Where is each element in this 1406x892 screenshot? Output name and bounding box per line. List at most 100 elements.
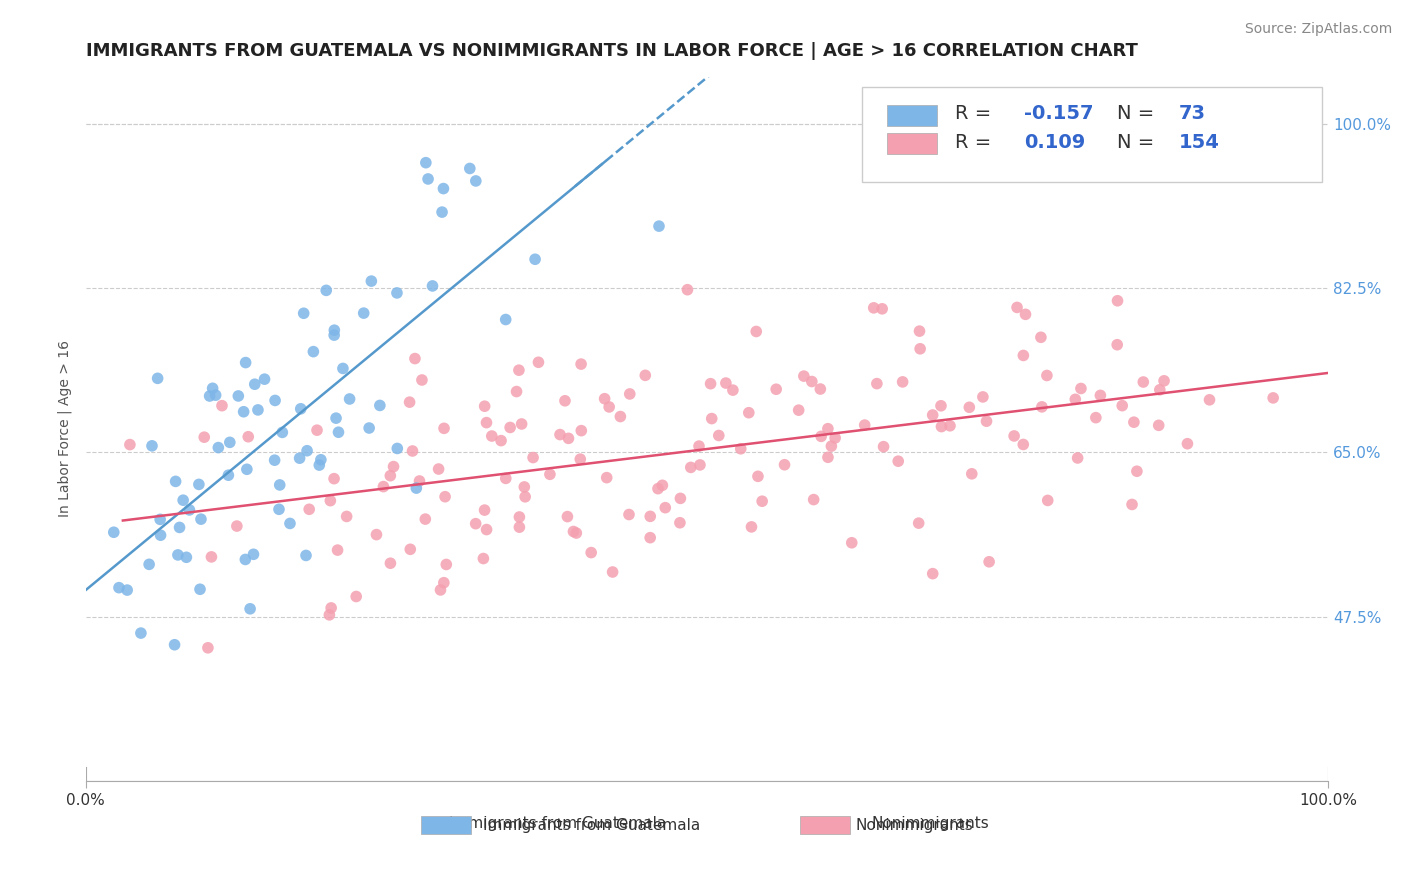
Point [817, 422, 839, 436]
Point [907, 516, 929, 530]
Point [602, 565, 624, 579]
Text: N =: N = [1116, 104, 1160, 123]
Point [201, 381, 224, 395]
Point [689, 458, 711, 472]
Point [149, 512, 172, 526]
Text: R =: R = [955, 133, 998, 152]
Point [475, 416, 498, 430]
Point [638, 531, 661, 545]
Point [269, 478, 291, 492]
Point [235, 355, 257, 369]
Point [382, 459, 405, 474]
Text: Nonimmigrants: Nonimmigrants [856, 818, 974, 833]
Point [866, 376, 889, 391]
Point [740, 520, 762, 534]
Point [228, 389, 250, 403]
Point [464, 174, 486, 188]
Point [429, 582, 451, 597]
Point [569, 452, 592, 467]
Point [527, 355, 550, 369]
Point [474, 399, 496, 413]
Point [598, 400, 620, 414]
Point [146, 371, 169, 385]
Point [1122, 415, 1144, 429]
Point [957, 401, 980, 415]
Point [187, 477, 209, 491]
Point [939, 418, 962, 433]
Text: N =: N = [1116, 133, 1160, 152]
Point [302, 344, 325, 359]
FancyBboxPatch shape [800, 816, 849, 834]
Point [1066, 450, 1088, 465]
Point [1147, 418, 1170, 433]
Point [929, 399, 952, 413]
Point [634, 368, 657, 383]
Point [217, 468, 239, 483]
Point [472, 551, 495, 566]
Point [1090, 388, 1112, 402]
Point [538, 467, 561, 482]
Point [292, 306, 315, 320]
Point [207, 441, 229, 455]
Point [235, 552, 257, 566]
Point [773, 458, 796, 472]
Point [169, 520, 191, 534]
Point [339, 392, 361, 406]
Point [651, 478, 673, 492]
Point [596, 470, 619, 484]
Point [328, 425, 350, 440]
Point [679, 460, 702, 475]
Point [976, 414, 998, 428]
Point [565, 526, 588, 541]
Point [380, 468, 402, 483]
Point [108, 581, 131, 595]
Point [204, 388, 226, 402]
Point [225, 519, 247, 533]
Point [253, 372, 276, 386]
Point [510, 417, 533, 431]
Point [246, 403, 269, 417]
Point [738, 406, 761, 420]
Point [267, 502, 290, 516]
Point [239, 602, 262, 616]
Point [714, 376, 737, 390]
Point [366, 527, 388, 541]
Point [211, 399, 233, 413]
Point [676, 283, 699, 297]
Point [593, 392, 616, 406]
Point [242, 547, 264, 561]
Point [411, 373, 433, 387]
Point [972, 390, 994, 404]
Text: 0.109: 0.109 [1024, 133, 1085, 152]
Point [405, 481, 427, 495]
Point [373, 480, 395, 494]
Point [193, 430, 215, 444]
Point [163, 638, 186, 652]
Point [398, 395, 420, 409]
Point [264, 393, 287, 408]
Point [321, 601, 343, 615]
Point [243, 377, 266, 392]
Point [648, 219, 671, 234]
Point [977, 555, 1000, 569]
Point [1005, 301, 1028, 315]
Text: -0.157: -0.157 [1024, 104, 1094, 123]
Point [1070, 382, 1092, 396]
Point [579, 545, 602, 559]
Point [344, 590, 367, 604]
FancyBboxPatch shape [862, 87, 1322, 182]
Point [434, 558, 457, 572]
Point [800, 375, 823, 389]
Point [323, 323, 346, 337]
Point [513, 480, 536, 494]
Point [931, 419, 953, 434]
Point [129, 626, 152, 640]
Point [751, 494, 773, 508]
Point [522, 450, 544, 465]
Point [617, 508, 640, 522]
FancyBboxPatch shape [420, 816, 471, 834]
Point [1014, 307, 1036, 321]
Point [524, 252, 547, 267]
Point [238, 430, 260, 444]
Point [508, 363, 530, 377]
